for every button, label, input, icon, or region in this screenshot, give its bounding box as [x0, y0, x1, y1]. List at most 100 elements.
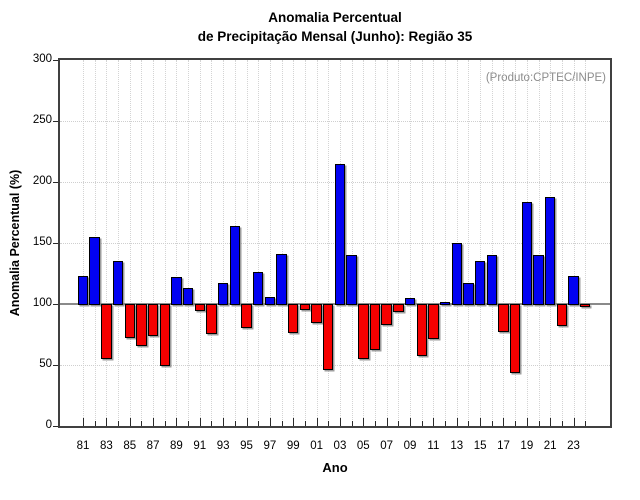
x-tick-20 [538, 421, 540, 426]
bar-98 [276, 253, 287, 305]
bar-24 [580, 304, 591, 308]
x-tick-96 [258, 421, 260, 426]
x-tick-10 [421, 421, 423, 426]
x-tick-02 [328, 421, 330, 426]
x-tick-label-23: 23 [567, 440, 580, 452]
x-tick-14 [468, 421, 470, 426]
x-tick-label-15: 15 [473, 440, 487, 452]
x-tick-86 [141, 421, 143, 426]
x-tick-08 [398, 421, 400, 426]
x-tick-label-01: 01 [310, 440, 323, 452]
bar-99 [288, 304, 299, 334]
bar-19 [521, 201, 533, 305]
bar-22 [556, 304, 568, 326]
x-tick-90 [188, 421, 190, 426]
bar-90 [182, 288, 194, 305]
x-tick-82 [94, 421, 96, 426]
y-tick-label-200: 200 [32, 175, 52, 187]
x-tick-97 [269, 418, 271, 426]
x-tick-95 [246, 418, 248, 426]
bar-82 [89, 236, 100, 305]
x-tick-99 [293, 418, 295, 426]
bar-15 [474, 261, 486, 305]
x-tick-19 [526, 418, 528, 426]
chart-title-line1: Anomalia Percentual [268, 10, 402, 25]
x-tick-92 [211, 421, 213, 426]
x-tick-91 [199, 418, 201, 426]
x-tick-label-91: 91 [193, 440, 207, 452]
y-tick-150 [53, 243, 59, 244]
x-tick-24 [585, 421, 587, 426]
x-tick-label-13: 13 [450, 440, 464, 452]
bar-02 [323, 304, 334, 370]
x-tick-18 [515, 421, 517, 426]
y-tick-50 [53, 365, 59, 366]
x-tick-label-97: 97 [263, 440, 277, 452]
bar-83 [101, 304, 112, 359]
x-tick-94 [234, 421, 236, 426]
x-tick-label-93: 93 [216, 440, 230, 452]
bar-07 [381, 304, 392, 325]
bar-87 [147, 304, 159, 336]
x-tick-label-03: 03 [333, 440, 347, 452]
bar-09 [404, 297, 416, 305]
x-tick-label-87: 87 [146, 440, 160, 452]
bar-20 [533, 255, 544, 305]
bar-91 [194, 304, 205, 312]
x-tick-89 [176, 418, 178, 426]
x-tick-98 [281, 421, 283, 426]
bar-06 [369, 304, 381, 351]
y-tick-250 [53, 121, 59, 122]
x-tick-label-17: 17 [497, 440, 510, 452]
x-tick-85 [129, 418, 131, 426]
x-tick-label-19: 19 [520, 440, 534, 452]
bar-13 [451, 243, 462, 305]
x-tick-label-81: 81 [76, 440, 90, 452]
x-tick-13 [456, 418, 458, 426]
x-tick-15 [480, 418, 482, 426]
chart-title-line2: de Precipitação Mensal (Junho): Região 3… [197, 29, 473, 44]
bar-16 [486, 255, 497, 305]
x-tick-label-07: 07 [380, 440, 394, 452]
x-tick-label-83: 83 [99, 440, 113, 452]
bar-88 [159, 304, 170, 366]
bar-92 [206, 304, 217, 335]
x-tick-label-21: 21 [543, 440, 557, 452]
x-tick-11 [433, 418, 435, 426]
y-tick-0 [53, 426, 59, 427]
x-tick-label-99: 99 [286, 440, 300, 452]
x-tick-label-05: 05 [356, 440, 370, 452]
bar-89 [171, 277, 182, 305]
bar-17 [498, 304, 509, 332]
x-tick-00 [304, 421, 306, 426]
bar-23 [568, 275, 579, 305]
x-tick-22 [561, 421, 563, 426]
x-tick-label-95: 95 [240, 440, 253, 452]
bar-10 [416, 304, 427, 357]
x-tick-label-85: 85 [123, 440, 137, 452]
x-tick-23 [573, 418, 575, 426]
gridline-horizontal [60, 121, 610, 122]
x-tick-09 [410, 418, 412, 426]
y-tick-label-0: 0 [45, 419, 52, 431]
x-tick-04 [351, 421, 353, 426]
x-tick-06 [375, 421, 376, 426]
bar-03 [334, 163, 346, 305]
x-tick-12 [445, 421, 447, 426]
x-tick-05 [363, 418, 365, 426]
bar-96 [253, 272, 264, 305]
y-tick-label-300: 300 [32, 53, 52, 65]
x-tick-83 [106, 418, 108, 426]
x-tick-03 [339, 418, 341, 426]
bar-85 [124, 304, 135, 338]
x-tick-81 [83, 418, 84, 426]
bar-00 [299, 304, 311, 310]
x-tick-label-89: 89 [170, 440, 183, 452]
y-tick-300 [53, 60, 59, 61]
x-tick-84 [118, 421, 120, 426]
x-tick-88 [164, 421, 166, 426]
x-tick-label-09: 09 [403, 440, 417, 452]
bar-94 [229, 225, 241, 305]
bar-93 [217, 283, 229, 305]
